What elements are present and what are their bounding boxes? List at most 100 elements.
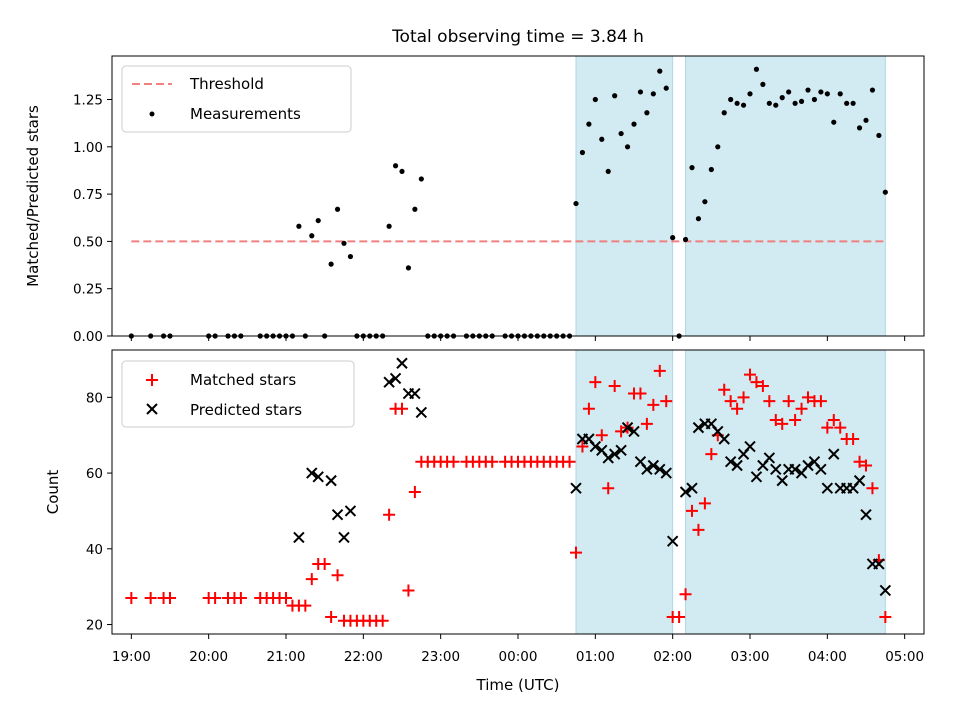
measurement-point [786,89,792,95]
measurement-point [670,235,676,241]
bottom-legend: Matched stars Predicted stars [121,360,355,428]
y-tick-label: 1.25 [73,93,103,109]
x-tick-label: 04:00 [808,649,847,665]
predicted-point [589,440,602,453]
measurement-point [805,87,811,93]
matched-point [647,398,660,411]
measurement-point [863,117,869,123]
predicted-point [654,463,666,475]
matched-point [821,421,834,434]
measurement-point [618,130,624,137]
observing-window-1 [685,55,886,337]
chart-title: Total observing time = 3.84 h [391,27,644,47]
matched-point [563,455,576,468]
top-y-axis-label: Matched/Predicted stars [24,105,42,287]
measurement-point [856,125,863,131]
measurement-point [650,91,656,97]
predicted-point [860,509,872,521]
measurement-point [412,206,418,212]
predicted-point [679,486,692,498]
matched-point [698,497,711,510]
predicted-point [647,459,660,472]
predicted-point [641,463,653,475]
matched-point [331,569,344,582]
measurement-point [721,110,727,116]
count-panel: 20 40 60 80 19:00 20:00 21:00 22:00 23:00 00:00 01… [44,349,925,694]
matched-point [744,368,756,381]
matched-point [653,364,666,377]
bottom-axes-frame [111,349,925,635]
predicted-point [621,421,634,434]
predicted-point [828,448,840,460]
predicted-point [306,467,318,479]
legend-threshold-label: Threshold [189,75,264,93]
measurement-point [315,217,321,224]
measurement-point [347,253,354,260]
predicted-point [815,463,827,475]
measurement-point [831,119,837,125]
top-legend: Threshold Measurements [121,65,352,133]
predicted-point [744,440,756,453]
measurement-point [392,163,399,169]
measurement-point [631,121,637,127]
measurement-point [637,89,644,95]
measurement-point [792,100,798,106]
measurement-point [844,100,850,106]
matched-point [209,592,222,605]
predicted-point [331,509,344,521]
predicted-point [802,459,814,472]
matched-point [673,610,686,623]
predicted-point [628,425,640,438]
matched-point [408,486,421,498]
measurement-point [869,87,876,93]
measurement-point [824,91,830,97]
y-tick-label: 0.00 [73,329,103,345]
matched-point [789,414,802,427]
predicted-point [789,463,801,475]
predicted-point [750,471,763,483]
legend-matched-label: Matched stars [190,371,296,389]
matched-point [125,592,138,605]
predicted-point [293,531,305,544]
measurement-point [682,236,689,243]
matched-point [589,376,602,389]
matched-point [634,387,647,400]
predicted-point [821,482,834,494]
top-legend-box [121,65,352,133]
observing-window-0 [575,349,674,635]
x-tick-label: 20:00 [189,649,228,665]
measurement-point [663,85,669,91]
predicted-point [570,482,582,494]
measurement-point [811,96,818,103]
legend-measurements-swatch [149,111,155,117]
matched-point [827,414,840,427]
matched-point [692,523,705,536]
x-axis-label: Time (UTC) [476,676,560,694]
matched-point [679,588,692,601]
measurement-point [624,144,631,150]
measurement-point [334,206,341,212]
measurement-point [689,165,695,171]
measurement-point [708,166,714,173]
matched-point [866,482,879,495]
predicted-point [724,455,737,468]
top-axes-frame [111,55,925,337]
y-tick-label: 1.00 [73,140,103,156]
matched-point [280,592,292,605]
measurement-point [818,89,824,95]
measurement-point [773,102,779,108]
legend-measurements-label: Measurements [190,105,301,123]
y-tick-label: 0.75 [73,187,103,203]
y-tick-label: 0.50 [73,234,103,250]
measurement-point [296,223,302,229]
matched-point [860,459,872,472]
measurement-point [779,95,785,101]
matched-point [376,614,389,627]
matched-point [814,395,827,408]
x-tick-label: 00:00 [499,649,538,665]
predicted-point [776,474,788,487]
measurement-point [309,233,315,239]
observing-window-0 [575,55,674,337]
matched-point [782,395,795,408]
